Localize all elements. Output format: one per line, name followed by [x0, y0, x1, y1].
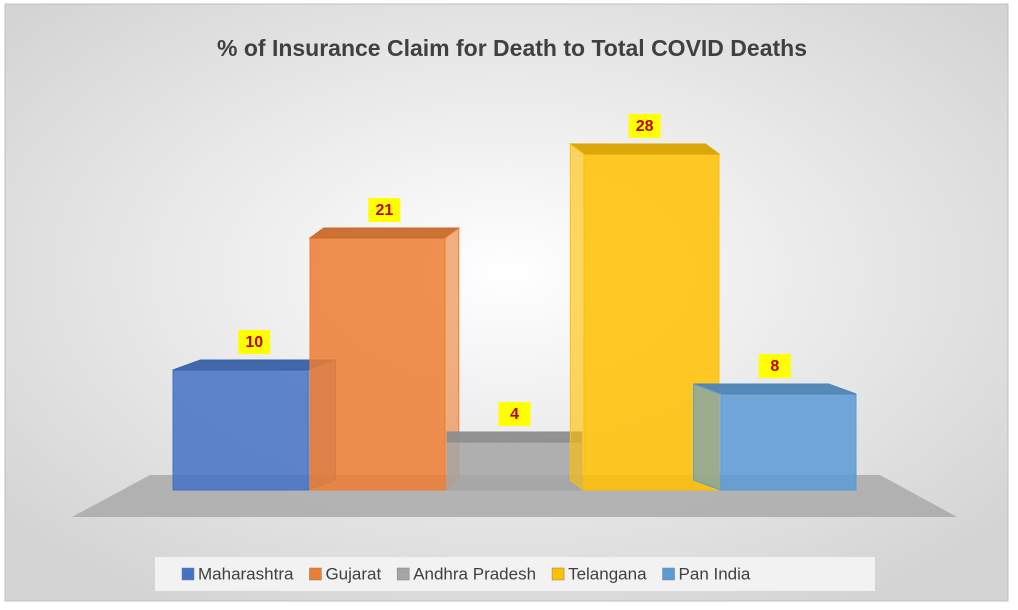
bar-top: [310, 228, 459, 238]
bar-side: [694, 384, 721, 490]
bar-front: [447, 442, 582, 490]
bar-front: [173, 370, 308, 490]
bar-top: [570, 144, 719, 154]
legend-swatch: [663, 568, 675, 580]
legend-label: Andhra Pradesh: [413, 564, 536, 583]
chart-title: % of Insurance Claim for Death to Total …: [217, 35, 807, 61]
data-label: 28: [636, 118, 654, 135]
legend-swatch: [182, 568, 194, 580]
data-label: 21: [375, 202, 393, 219]
data-label: 4: [510, 406, 519, 423]
bar-side: [570, 144, 584, 490]
data-label: 8: [770, 358, 779, 375]
legend-swatch: [397, 568, 409, 580]
bar-front: [721, 394, 856, 490]
legend-label: Gujarat: [325, 564, 381, 583]
bar-front: [310, 238, 445, 490]
legend-label: Maharashtra: [198, 564, 294, 583]
legend-label: Telangana: [568, 564, 647, 583]
bar-top: [447, 432, 582, 442]
legend-label: Pan India: [679, 564, 751, 583]
data-label: 10: [245, 334, 263, 351]
legend-swatch: [552, 568, 564, 580]
legend-swatch: [309, 568, 321, 580]
